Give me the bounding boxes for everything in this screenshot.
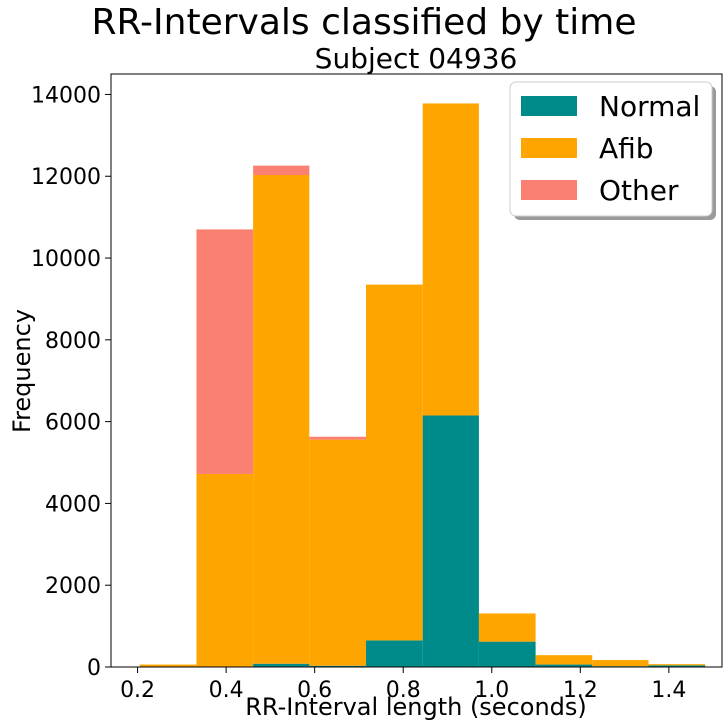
bar-normal-bin-8: [535, 664, 593, 667]
y-tick-label: 2000: [45, 574, 101, 599]
x-tick-label: 0.8: [386, 678, 421, 703]
chart-suptitle: RR-Intervals classified by time: [91, 2, 636, 43]
y-tick-label: 12000: [31, 165, 101, 190]
legend-label-other: Other: [599, 174, 679, 207]
bar-other-bin-3: [253, 165, 310, 176]
y-axis-ticks: 0 2000 4000 6000 8000 10000 12000 14000: [31, 83, 111, 681]
bar-afib-bin-10: [648, 664, 706, 666]
bar-normal-bin-5: [366, 640, 423, 667]
x-tick-label: 0.6: [297, 678, 332, 703]
y-tick-label: 8000: [45, 329, 101, 354]
x-tick-label: 1.0: [474, 678, 509, 703]
bar-afib-bin-3: [253, 175, 310, 664]
bar-afib-bin-6: [422, 103, 479, 416]
bar-other-bin-2: [196, 229, 254, 474]
y-tick-label: 6000: [45, 411, 101, 436]
x-tick-label: 1.4: [651, 678, 686, 703]
x-axis-label: RR-Interval length (seconds): [245, 693, 587, 721]
x-tick-label: 0.4: [209, 678, 244, 703]
legend-label-normal: Normal: [599, 90, 700, 123]
bar-afib-bin-1: [139, 664, 197, 667]
legend-swatch-normal: [521, 96, 577, 116]
legend-swatch-other: [521, 180, 577, 200]
x-axis-ticks: 0.2 0.4 0.6 0.8 1.0 1.2 1.4: [120, 667, 686, 703]
y-tick-label: 10000: [31, 247, 101, 272]
bar-afib-bin-8: [535, 655, 593, 665]
legend-swatch-afib: [521, 138, 577, 158]
x-tick-label: 1.2: [563, 678, 598, 703]
bar-afib-bin-4: [309, 439, 367, 666]
y-tick-label: 4000: [45, 492, 101, 517]
bar-other-bin-4: [309, 436, 367, 440]
y-tick-label: 0: [87, 656, 101, 681]
chart-title: Subject 04936: [315, 42, 518, 75]
bar-afib-bin-5: [366, 284, 423, 641]
legend-label-afib: Afib: [599, 132, 654, 165]
bar-afib-bin-7: [478, 613, 536, 642]
bar-normal-bin-4: [309, 665, 367, 667]
bar-normal-bin-7: [478, 641, 536, 667]
plot-frame: [110, 73, 723, 668]
bar-afib-bin-2: [196, 473, 254, 667]
bar-afib-bin-9: [592, 660, 649, 667]
bar-normal-bin-10: [648, 665, 706, 667]
bar-normal-bin-3: [253, 663, 310, 667]
x-tick-label: 0.2: [120, 678, 155, 703]
y-axis-label: Frequency: [8, 309, 36, 433]
bar-normal-bin-6: [422, 415, 479, 667]
legend: Normal Afib Other: [509, 81, 716, 220]
y-tick-label: 14000: [31, 83, 101, 108]
bars-group: [139, 103, 706, 667]
